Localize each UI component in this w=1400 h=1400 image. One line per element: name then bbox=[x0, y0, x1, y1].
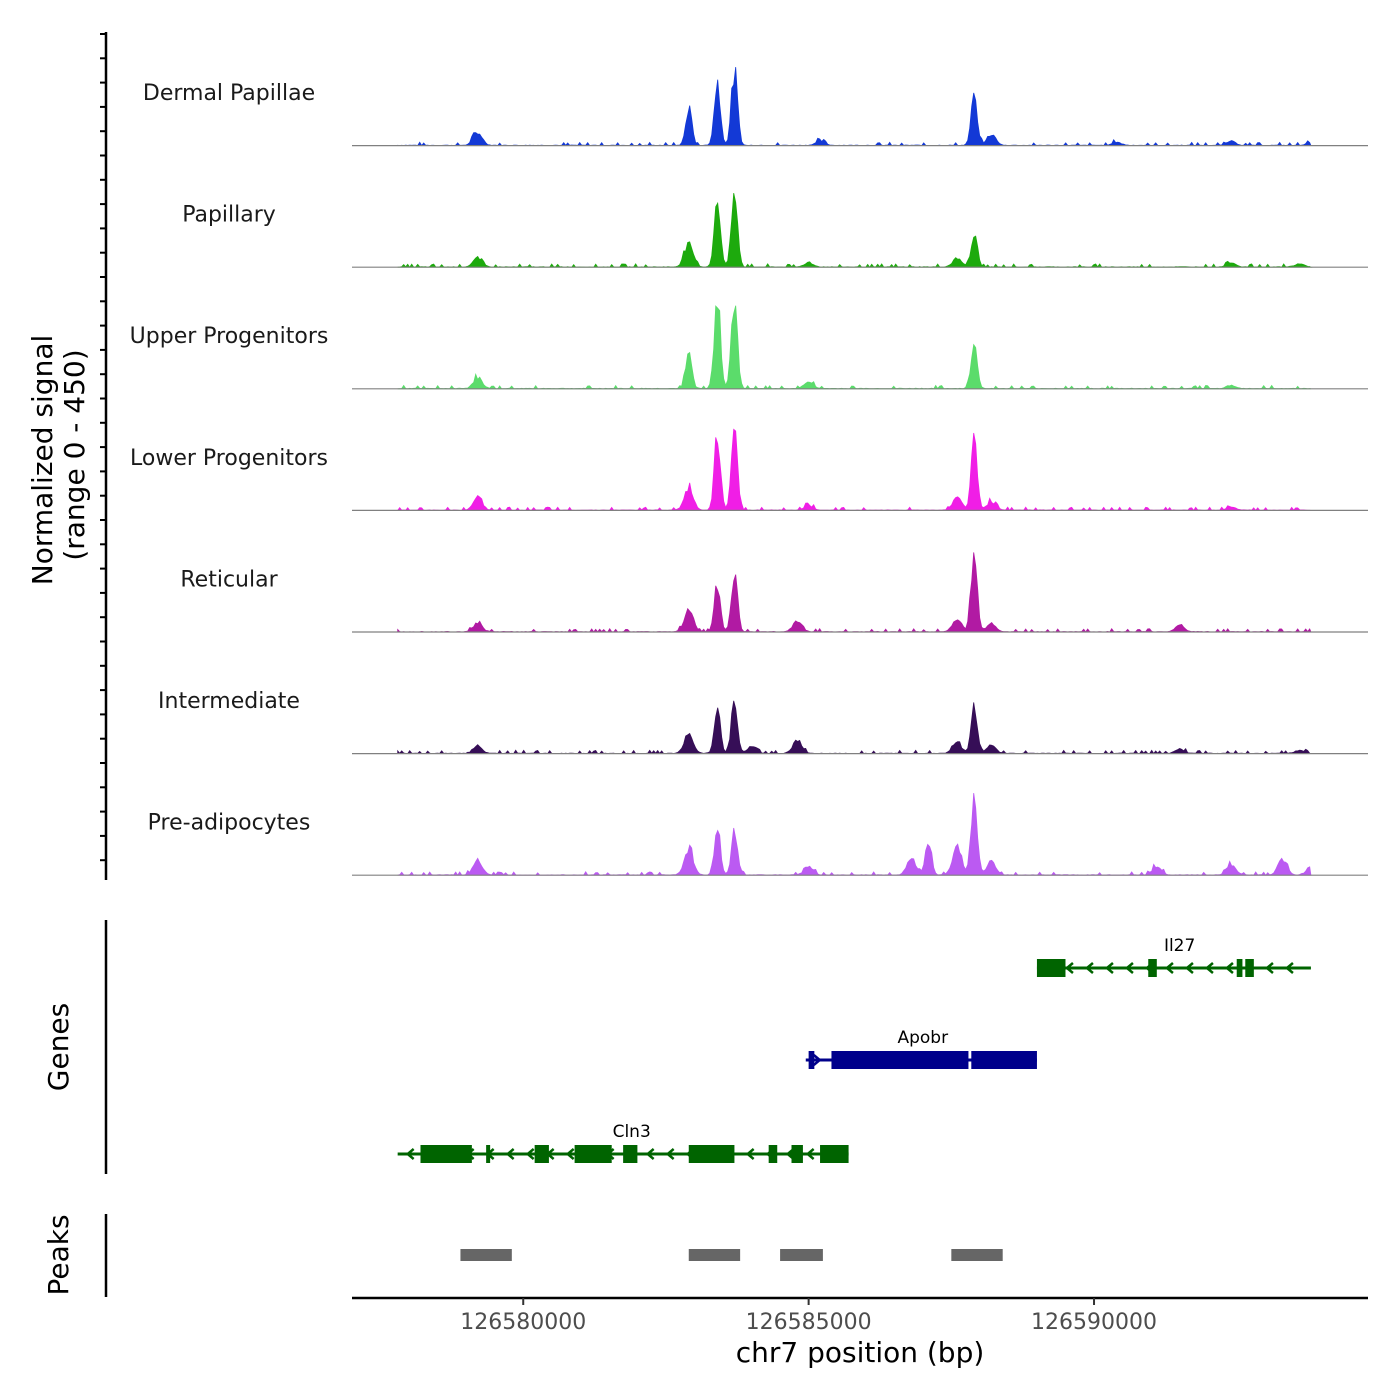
x-axis-ticks: 126580000 126585000 126590000 bbox=[460, 1298, 1157, 1335]
gene-exon bbox=[1036, 959, 1066, 977]
x-tick-label: 126590000 bbox=[1031, 1310, 1157, 1335]
strand-arrow bbox=[805, 1148, 815, 1160]
strand-arrow bbox=[405, 1148, 415, 1160]
gene-exon bbox=[831, 1051, 969, 1069]
strand-arrow bbox=[1164, 962, 1174, 974]
gene-exon bbox=[971, 1051, 1037, 1069]
track-label: Dermal Papillae bbox=[143, 81, 315, 106]
strand-arrow bbox=[1224, 962, 1234, 974]
x-tick-label: 126585000 bbox=[746, 1310, 872, 1335]
gene-apobr: Apobr bbox=[805, 1028, 1037, 1069]
coverage-area bbox=[397, 305, 1312, 390]
coverage-area bbox=[397, 428, 1311, 512]
peak-regions bbox=[460, 1249, 1003, 1261]
y-axis-title: Normalized signal (range 0 - 450) bbox=[26, 335, 91, 586]
coverage-area bbox=[397, 700, 1312, 755]
strand-arrow bbox=[525, 1148, 535, 1160]
gene-cln3: Cln3 bbox=[397, 1122, 849, 1163]
peak-region bbox=[688, 1249, 741, 1261]
gene-exon bbox=[420, 1145, 472, 1163]
strand-arrow bbox=[1204, 962, 1214, 974]
track-label: Pre-adipocytes bbox=[148, 811, 311, 836]
track-label: Lower Progenitors bbox=[130, 446, 328, 471]
gene-exon bbox=[486, 1145, 491, 1163]
peak-region bbox=[951, 1249, 1003, 1261]
strand-arrow bbox=[745, 1148, 755, 1160]
gene-exon bbox=[808, 1051, 815, 1069]
strand-arrow bbox=[645, 1148, 655, 1160]
y-axis-title-line2: (range 0 - 450) bbox=[58, 349, 91, 560]
gene-exon bbox=[768, 1145, 778, 1163]
x-axis-title: chr7 position (bp) bbox=[736, 1336, 985, 1369]
gene-exon bbox=[1148, 959, 1157, 977]
track-label: Papillary bbox=[182, 203, 276, 228]
gene-exon bbox=[791, 1145, 803, 1163]
strand-arrow bbox=[1284, 962, 1294, 974]
strand-arrow bbox=[1104, 962, 1114, 974]
track-label: Intermediate bbox=[158, 689, 300, 714]
gene-exon bbox=[820, 1145, 849, 1163]
strand-arrow bbox=[1084, 962, 1094, 974]
gene-exon bbox=[1245, 959, 1254, 977]
coverage-area bbox=[397, 552, 1312, 633]
coverage-area bbox=[397, 193, 1313, 268]
track-0: Dermal Papillae bbox=[143, 67, 1368, 147]
signal-axis bbox=[100, 32, 108, 880]
track-label: Upper Progenitors bbox=[130, 324, 329, 349]
gene-annotations: Il27 Apobr Cln3 bbox=[397, 936, 1311, 1163]
peaks-panel-title: Peaks bbox=[42, 1214, 75, 1295]
strand-arrow bbox=[565, 1148, 575, 1160]
strand-arrow bbox=[1124, 962, 1134, 974]
track-label: Reticular bbox=[180, 567, 278, 592]
coverage-area bbox=[397, 793, 1312, 876]
y-axis-title-line1: Normalized signal bbox=[26, 335, 59, 586]
gene-label: Apobr bbox=[897, 1028, 948, 1048]
track-5: Intermediate bbox=[158, 689, 1368, 755]
gene-exon bbox=[574, 1145, 612, 1163]
gene-exon bbox=[623, 1145, 638, 1163]
track-1: Papillary bbox=[182, 193, 1368, 268]
genes-panel-title: Genes bbox=[42, 1003, 75, 1091]
strand-arrow bbox=[1064, 962, 1074, 974]
gene-exon bbox=[534, 1145, 549, 1163]
gene-label: Il27 bbox=[1164, 936, 1195, 956]
coverage-tracks: Dermal Papillae Papillary Upper Progenitor… bbox=[130, 67, 1368, 876]
gene-il27: Il27 bbox=[1036, 936, 1311, 977]
gene-exon bbox=[1236, 959, 1243, 977]
gene-exon bbox=[688, 1145, 735, 1163]
strand-arrow bbox=[505, 1148, 515, 1160]
track-2: Upper Progenitors bbox=[130, 305, 1368, 390]
strand-arrow bbox=[812, 1054, 822, 1066]
x-tick-label: 126580000 bbox=[460, 1310, 586, 1335]
coverage-area bbox=[397, 67, 1312, 147]
strand-arrow bbox=[1184, 962, 1194, 974]
strand-arrow bbox=[665, 1148, 675, 1160]
track-6: Pre-adipocytes bbox=[148, 793, 1368, 876]
track-3: Lower Progenitors bbox=[130, 428, 1368, 512]
peak-region bbox=[780, 1249, 823, 1261]
gene-label: Cln3 bbox=[613, 1122, 651, 1142]
peak-region bbox=[460, 1249, 512, 1261]
strand-arrow bbox=[1264, 962, 1274, 974]
track-4: Reticular bbox=[180, 552, 1368, 633]
